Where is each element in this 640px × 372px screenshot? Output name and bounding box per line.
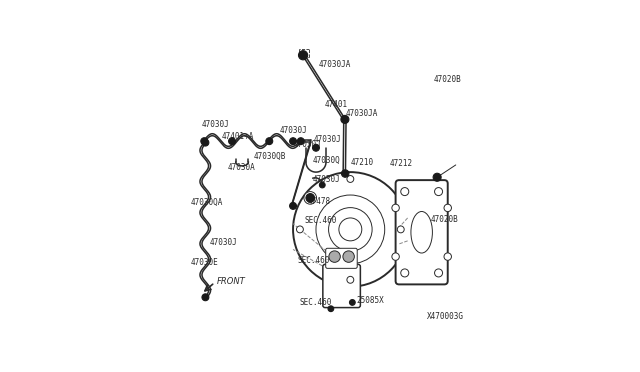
Circle shape xyxy=(319,182,325,188)
Text: 47030J: 47030J xyxy=(313,175,341,185)
Text: 47030QB: 47030QB xyxy=(253,153,286,161)
Circle shape xyxy=(316,195,385,264)
Text: 47030J: 47030J xyxy=(209,238,237,247)
Text: 47030A: 47030A xyxy=(227,163,255,172)
Circle shape xyxy=(304,192,317,204)
Text: 47030Q: 47030Q xyxy=(313,156,341,165)
Circle shape xyxy=(397,226,404,233)
Text: 47030E: 47030E xyxy=(191,258,218,267)
Circle shape xyxy=(435,187,443,196)
Circle shape xyxy=(401,269,409,277)
Circle shape xyxy=(228,138,236,145)
Circle shape xyxy=(290,138,296,145)
Circle shape xyxy=(298,51,308,60)
Text: 47030QA: 47030QA xyxy=(191,198,223,207)
Circle shape xyxy=(328,208,372,251)
Circle shape xyxy=(444,253,451,260)
Circle shape xyxy=(401,187,409,196)
Circle shape xyxy=(298,138,304,145)
Text: 47210: 47210 xyxy=(351,158,374,167)
Text: 47030JA: 47030JA xyxy=(346,109,378,118)
Text: 47020B: 47020B xyxy=(431,215,459,224)
Text: 47020B: 47020B xyxy=(434,74,461,83)
Circle shape xyxy=(349,299,355,305)
Circle shape xyxy=(266,138,273,145)
Circle shape xyxy=(329,251,340,262)
Circle shape xyxy=(392,253,399,260)
Circle shape xyxy=(202,139,209,146)
Text: SEC.460: SEC.460 xyxy=(298,256,330,265)
Circle shape xyxy=(328,306,333,312)
Text: 47401: 47401 xyxy=(324,100,348,109)
Circle shape xyxy=(341,115,349,124)
Text: FRONT: FRONT xyxy=(217,277,246,286)
FancyBboxPatch shape xyxy=(326,248,357,268)
Circle shape xyxy=(347,176,354,182)
Circle shape xyxy=(347,276,354,283)
Circle shape xyxy=(296,226,303,233)
Circle shape xyxy=(343,251,355,262)
Text: 47401+A: 47401+A xyxy=(222,132,254,141)
Circle shape xyxy=(201,138,208,145)
FancyBboxPatch shape xyxy=(396,180,448,284)
Circle shape xyxy=(202,294,209,301)
Text: SEC.460: SEC.460 xyxy=(305,216,337,225)
Circle shape xyxy=(312,144,319,151)
Circle shape xyxy=(290,202,296,209)
Text: SEC.460: SEC.460 xyxy=(300,298,332,307)
Circle shape xyxy=(293,172,408,287)
Circle shape xyxy=(339,218,362,241)
Circle shape xyxy=(435,269,443,277)
Circle shape xyxy=(306,193,314,202)
Circle shape xyxy=(342,170,349,177)
Text: 47030JA: 47030JA xyxy=(319,60,351,68)
FancyBboxPatch shape xyxy=(323,264,360,308)
Text: 47030J: 47030J xyxy=(314,135,341,144)
Text: 47030J: 47030J xyxy=(202,121,230,129)
Text: 47030J: 47030J xyxy=(279,126,307,135)
Circle shape xyxy=(392,204,399,212)
Circle shape xyxy=(444,204,451,212)
Text: 47030J: 47030J xyxy=(294,140,321,149)
Ellipse shape xyxy=(411,212,433,253)
Circle shape xyxy=(433,173,441,181)
Text: 47478: 47478 xyxy=(307,197,330,206)
Text: 47212: 47212 xyxy=(390,159,413,168)
Text: 25085X: 25085X xyxy=(356,296,385,305)
Text: X470003G: X470003G xyxy=(427,312,464,321)
